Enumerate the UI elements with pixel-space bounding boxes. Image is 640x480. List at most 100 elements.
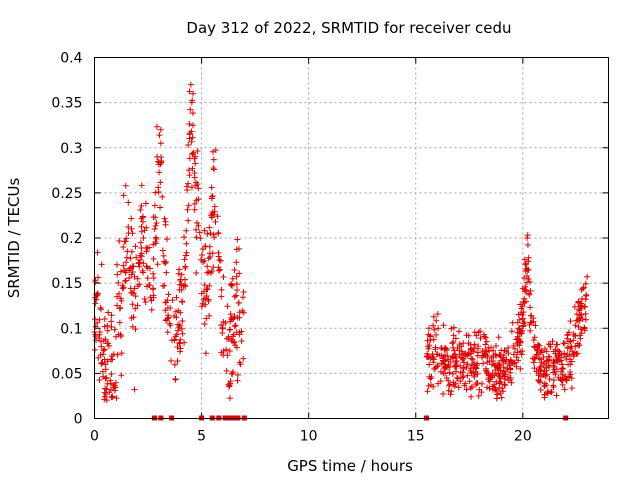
x-tick-label: 0 [90, 429, 99, 445]
data-point [490, 347, 497, 354]
data-point [101, 323, 108, 330]
data-point [562, 376, 569, 383]
data-point [584, 273, 591, 280]
data-point [218, 286, 225, 293]
data-point [446, 363, 453, 370]
data-point [425, 325, 432, 332]
data-point [192, 160, 199, 167]
data-point [471, 341, 478, 348]
data-point [424, 388, 431, 395]
data-point [229, 333, 236, 340]
data-point [194, 181, 201, 188]
data-point [445, 377, 452, 384]
data-point [138, 202, 145, 209]
data-point [479, 348, 486, 355]
data-point [194, 148, 201, 155]
data-point [92, 323, 99, 330]
data-point [157, 140, 164, 147]
data-point [182, 263, 189, 270]
data-point [205, 255, 212, 262]
data-point [201, 227, 208, 234]
data-point [233, 344, 240, 351]
data-point [94, 290, 101, 297]
data-point [518, 330, 525, 337]
data-point [210, 165, 217, 172]
data-point [459, 374, 466, 381]
data-point [130, 314, 137, 321]
data-point [150, 255, 157, 262]
y-tick-label: 0.2 [60, 231, 82, 247]
data-point [473, 332, 480, 339]
data-point [208, 193, 215, 200]
data-point [557, 376, 564, 383]
data-point [571, 349, 578, 356]
data-point [181, 276, 188, 283]
data-point [516, 337, 523, 344]
data-point [583, 292, 590, 299]
data-point [190, 122, 197, 129]
data-point [522, 298, 529, 305]
data-point [508, 358, 515, 365]
data-point [177, 336, 184, 343]
data-point [447, 391, 454, 398]
data-point [520, 320, 527, 327]
data-point [101, 346, 108, 353]
data-point [513, 336, 520, 343]
data-point [577, 335, 584, 342]
data-point [150, 292, 157, 299]
data-point [186, 120, 193, 127]
data-point [429, 351, 436, 358]
data-point [116, 238, 123, 245]
data-point [122, 278, 129, 285]
data-point [201, 257, 208, 264]
x-tick-labels: 0 5 10 15 20 [90, 429, 532, 445]
data-point [228, 281, 235, 288]
data-point [505, 377, 512, 384]
data-point [468, 393, 475, 400]
data-point [461, 359, 468, 366]
data-point [555, 356, 562, 363]
data-point [499, 385, 506, 392]
data-point [467, 385, 474, 392]
data-point [493, 342, 500, 349]
data-point [164, 329, 171, 336]
data-point [467, 345, 474, 352]
data-point [138, 245, 145, 252]
data-point [127, 285, 134, 292]
data-point [534, 341, 541, 348]
data-point [108, 393, 115, 400]
data-point [473, 365, 480, 372]
data-point [465, 351, 472, 358]
data-point [517, 365, 524, 372]
data-point [538, 356, 545, 363]
data-point [239, 294, 246, 301]
data-point [220, 318, 227, 325]
data-point [515, 326, 522, 333]
data-point [424, 337, 431, 344]
data-point [477, 335, 484, 342]
data-point [114, 302, 121, 309]
data-point [493, 395, 500, 402]
data-point [159, 247, 166, 254]
data-point [582, 310, 589, 317]
data-point [550, 348, 557, 355]
data-point [98, 360, 105, 367]
data-point [190, 149, 197, 156]
data-points [91, 81, 591, 404]
data-point [127, 255, 134, 262]
data-point [468, 362, 475, 369]
data-point [499, 357, 506, 364]
data-point [491, 381, 498, 388]
data-point [446, 369, 453, 376]
data-point [155, 188, 162, 195]
data-point [137, 206, 144, 213]
data-point [436, 352, 443, 359]
data-point [186, 155, 193, 162]
data-point [427, 333, 434, 340]
data-point [128, 215, 135, 222]
data-point [129, 301, 136, 308]
data-point [100, 373, 107, 380]
data-point [514, 349, 521, 356]
data-point [478, 380, 485, 387]
